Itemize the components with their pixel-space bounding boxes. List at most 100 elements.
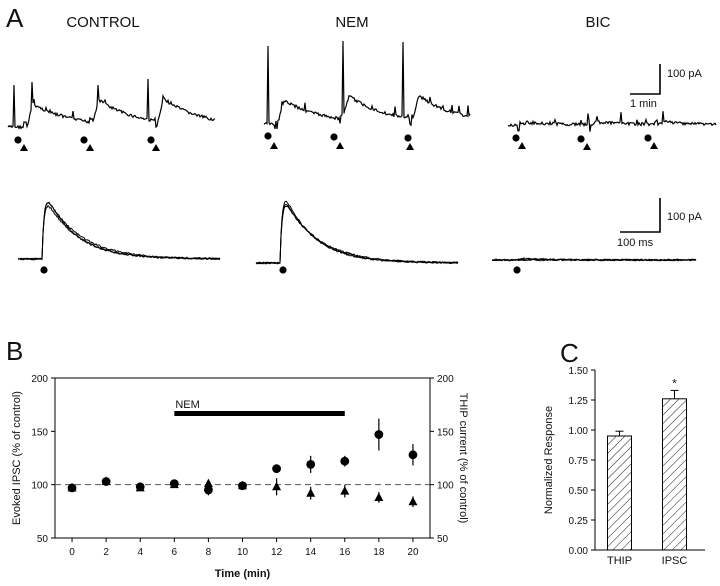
ipsc-data-point — [306, 460, 316, 469]
thip-data-point — [203, 478, 213, 488]
control-ipsc-trace — [17, 202, 221, 261]
control-ipsc-trace — [17, 201, 220, 261]
chart-c-y-tick-label: 0.00 — [569, 546, 589, 557]
thip-data-point — [408, 496, 418, 506]
thip-data-point — [340, 486, 350, 495]
evoked-ipsc-traces — [17, 200, 697, 274]
nem-ipsc-trace — [255, 200, 459, 265]
ipsc-data-point — [374, 430, 384, 439]
thip-data-point — [67, 482, 77, 492]
left-y-tick-label: 200 — [31, 374, 48, 385]
scale-bar-top: 100 pA 1 min — [630, 64, 703, 110]
x-tick-label: 6 — [172, 547, 178, 558]
condition-nem-label: NEM — [335, 14, 368, 31]
chart-c-axes: 0.00 0.25 0.50 0.75 1.00 1.25 1.50 THIP IPSC — [569, 366, 705, 567]
stimulus-marker — [14, 136, 22, 144]
panel-b-letter: B — [6, 336, 23, 366]
stimulus-marker — [330, 133, 338, 141]
chart-c-y-tick-label: 0.50 — [569, 486, 589, 497]
thip-application-marker — [518, 142, 526, 149]
nem-ipsc-trace — [255, 205, 459, 265]
chart-b-axes: 50 50 100 100 150 150 200 200 0 2 4 6 8 10 12 14 16 18 20 — [31, 374, 454, 558]
x-tick-label: 4 — [137, 547, 143, 558]
right-y-tick-label: 100 — [437, 481, 454, 492]
thip-data-point — [272, 481, 282, 491]
right-y-tick-label: 200 — [437, 374, 454, 385]
right-y-tick-label: 50 — [437, 534, 449, 545]
panel-a-letter: A — [6, 3, 24, 33]
x-tick-label: 10 — [237, 547, 249, 558]
thip-application-marker — [650, 142, 658, 149]
chart-c-category-label: THIP — [607, 555, 632, 567]
ipsc-data-point — [272, 464, 281, 474]
stimulus-marker — [644, 134, 652, 142]
x-tick-label: 0 — [69, 547, 75, 558]
scale-bar-bottom: 100 pA 100 ms — [617, 198, 703, 249]
x-tick-label: 2 — [103, 547, 109, 558]
chart-c-marks: * — [607, 376, 687, 551]
scale-bottom-current-label: 100 pA — [667, 211, 703, 223]
bar-thip — [607, 435, 632, 551]
thip-application-marker — [152, 144, 160, 151]
control-slow-trace — [7, 78, 216, 130]
chart-b-left-y-axis-label: Evoked IPSC (% of control) — [11, 391, 23, 525]
stimulus-marker — [279, 266, 287, 274]
nem-slow-trace — [263, 40, 471, 130]
panel-c-letter: C — [560, 338, 579, 368]
chart-c-y-axis-label: Normalized Response — [543, 406, 555, 514]
thip-application-marker — [20, 144, 28, 151]
chart-b-frame — [54, 377, 431, 539]
left-y-tick-label: 150 — [31, 427, 48, 438]
scale-top-time-label: 1 min — [630, 98, 657, 110]
thip-application-marker — [336, 142, 344, 149]
nem-ipsc-trace — [255, 203, 459, 265]
thip-application-marker — [86, 144, 94, 151]
condition-control-label: CONTROL — [66, 14, 139, 31]
chart-c-y-tick-label: 1.00 — [569, 426, 589, 437]
ipsc-data-point — [408, 450, 418, 460]
chart-b-marks — [67, 411, 418, 508]
left-y-tick-label: 100 — [31, 481, 48, 492]
chart-c-y-tick-label: 1.25 — [569, 396, 589, 407]
stimulus-marker — [80, 136, 88, 144]
ipsc-data-point — [340, 456, 350, 466]
bic-slow-trace — [507, 111, 717, 132]
chart-c-category-label: IPSC — [662, 555, 688, 567]
stimulus-marker — [264, 132, 272, 140]
significance-marker: * — [672, 376, 677, 390]
thip-data-point — [169, 479, 179, 489]
stimulus-marker — [513, 266, 521, 274]
thip-data-point — [135, 482, 145, 492]
chart-c: 0.00 0.25 0.50 0.75 1.00 1.25 1.50 THIP IPSC * N… — [543, 366, 705, 567]
stimulus-marker — [147, 136, 155, 144]
stimulus-marker — [404, 134, 412, 142]
chart-c-y-tick-label: 0.25 — [569, 516, 589, 527]
chart-b-right-y-axis-label: THIP current (% of control) — [457, 393, 469, 524]
bic-ipsc-trace — [491, 258, 697, 262]
thip-data-point — [238, 480, 247, 490]
stimulus-marker — [512, 134, 520, 142]
x-tick-label: 20 — [407, 547, 419, 558]
thip-application-marker — [583, 143, 591, 150]
thip-application-marker — [270, 142, 278, 149]
x-tick-label: 14 — [305, 547, 317, 558]
ipsc-data-point — [204, 485, 213, 495]
chart-c-y-tick-label: 1.50 — [569, 366, 589, 377]
nem-bar-label: NEM — [175, 399, 199, 411]
thip-data-point — [101, 476, 111, 485]
slow-current-traces — [7, 40, 717, 151]
scale-top-current-label: 100 pA — [667, 68, 703, 80]
thip-data-point — [306, 488, 316, 497]
stimulus-marker — [577, 135, 585, 143]
scale-bottom-time-label: 100 ms — [617, 237, 654, 249]
right-y-tick-label: 150 — [437, 427, 454, 438]
condition-bic-label: BIC — [585, 14, 610, 31]
x-tick-label: 18 — [373, 547, 385, 558]
x-tick-label: 16 — [339, 547, 351, 558]
bar-ipsc — [662, 398, 687, 551]
nem-application-bar — [174, 411, 345, 416]
stimulus-marker — [40, 266, 48, 274]
chart-c-y-tick-label: 0.75 — [569, 456, 589, 467]
chart-b-x-axis-label: Time (min) — [215, 568, 271, 580]
